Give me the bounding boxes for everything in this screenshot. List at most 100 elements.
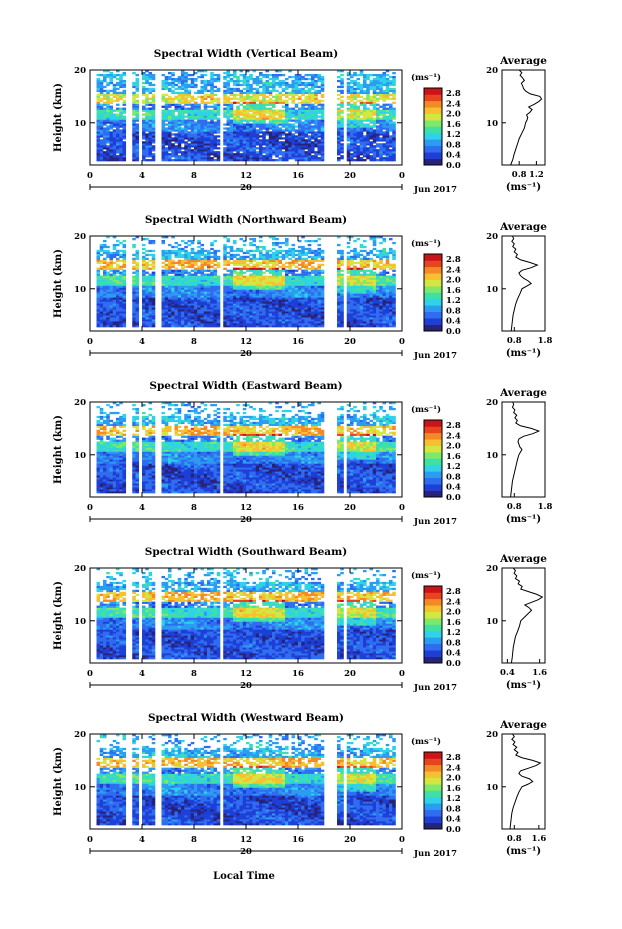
heatmap-cell bbox=[392, 157, 396, 160]
heatmap-cell bbox=[203, 295, 208, 298]
heatmap-cell bbox=[262, 135, 266, 138]
heatmap-cell bbox=[203, 257, 208, 261]
heatmap-cell bbox=[249, 313, 253, 316]
heatmap-cell bbox=[103, 303, 107, 306]
heatmap-cell bbox=[340, 147, 344, 150]
heatmap-cell bbox=[356, 147, 361, 150]
heatmap-cell bbox=[119, 283, 123, 286]
heatmap-cell bbox=[262, 113, 266, 116]
heatmap-cell bbox=[203, 323, 208, 326]
heatmap-cell bbox=[213, 249, 218, 253]
heatmap-cell bbox=[112, 155, 117, 158]
heatmap-cell bbox=[187, 147, 192, 150]
heatmap-cell bbox=[314, 117, 318, 120]
heatmap-cell bbox=[207, 301, 211, 304]
heatmap-cell bbox=[181, 249, 185, 253]
heatmap-cell bbox=[210, 115, 214, 118]
heatmap-cell bbox=[236, 77, 240, 81]
heatmap-cell bbox=[190, 319, 195, 322]
heatmap-cell bbox=[161, 93, 166, 97]
heatmap-cell bbox=[197, 117, 201, 120]
heatmap-cell bbox=[174, 309, 179, 312]
heatmap-cell bbox=[171, 317, 175, 320]
heatmap-cell bbox=[116, 303, 120, 306]
heatmap-cell bbox=[239, 323, 244, 326]
heatmap-cell bbox=[190, 321, 195, 324]
heatmap-cell bbox=[168, 293, 172, 296]
heatmap-cell bbox=[135, 257, 140, 261]
heatmap-cell bbox=[275, 111, 279, 114]
heatmap-cell bbox=[249, 125, 253, 128]
heatmap-cell bbox=[145, 125, 149, 128]
heatmap-cell bbox=[116, 131, 120, 134]
heatmap-cell bbox=[119, 119, 123, 122]
heatmap-cell bbox=[249, 275, 253, 278]
heatmap-cell bbox=[307, 139, 312, 142]
heatmap-cell bbox=[207, 325, 211, 328]
heatmap-cell bbox=[382, 111, 387, 114]
heatmap-cell bbox=[151, 73, 156, 77]
heatmap-cell bbox=[106, 295, 110, 298]
heatmap-cell bbox=[174, 95, 179, 99]
heatmap-cell bbox=[294, 117, 299, 120]
heatmap-cell bbox=[320, 153, 325, 156]
heatmap-cell bbox=[151, 313, 156, 316]
heatmap-cell bbox=[145, 305, 149, 308]
heatmap-cell bbox=[164, 281, 169, 284]
heatmap-cell bbox=[268, 303, 273, 306]
heatmap-cell bbox=[200, 151, 205, 154]
heatmap-cell bbox=[148, 87, 153, 91]
heatmap-cell bbox=[103, 129, 107, 132]
heatmap-cell bbox=[229, 293, 234, 296]
heatmap-cell bbox=[151, 277, 156, 280]
heatmap-cell bbox=[184, 287, 188, 290]
heatmap-cell bbox=[213, 287, 218, 290]
heatmap-cell bbox=[376, 73, 380, 77]
heatmap-cell bbox=[379, 155, 383, 158]
heatmap-cell bbox=[268, 97, 273, 100]
heatmap-cell bbox=[242, 263, 247, 266]
heatmap-cell bbox=[262, 317, 266, 320]
heatmap-cell bbox=[116, 77, 120, 81]
heatmap-cell bbox=[168, 299, 172, 302]
heatmap-cell bbox=[213, 155, 218, 158]
heatmap-cell bbox=[151, 99, 156, 102]
heatmap-cell bbox=[174, 269, 179, 272]
heatmap-cell bbox=[226, 319, 231, 322]
heatmap-cell bbox=[236, 115, 240, 118]
heatmap-cell bbox=[181, 113, 185, 116]
heatmap-cell bbox=[96, 297, 101, 300]
heatmap-cell bbox=[233, 317, 237, 320]
heatmap-cell bbox=[281, 129, 286, 132]
heatmap-cell bbox=[142, 305, 146, 308]
heatmap-cell bbox=[268, 287, 273, 290]
heatmap-cell bbox=[226, 141, 231, 144]
heatmap-cell bbox=[239, 285, 244, 288]
heatmap-cell bbox=[356, 141, 361, 144]
heatmap-cell bbox=[262, 313, 266, 316]
heatmap-cell bbox=[265, 73, 270, 77]
heatmap-cell bbox=[145, 159, 149, 162]
heatmap-cell bbox=[337, 109, 341, 112]
heatmap-cell bbox=[285, 121, 289, 124]
heatmap-cell bbox=[340, 81, 344, 85]
heatmap-cell bbox=[272, 319, 276, 322]
heatmap-cell bbox=[145, 153, 149, 156]
heatmap-cell bbox=[376, 125, 380, 128]
heatmap-cell bbox=[268, 83, 273, 87]
heatmap-cell bbox=[116, 95, 120, 99]
heatmap-cell bbox=[363, 155, 367, 158]
heatmap-cell bbox=[200, 73, 205, 77]
heatmap-cell bbox=[122, 311, 127, 314]
heatmap-cell bbox=[356, 151, 361, 154]
heatmap-cell bbox=[369, 85, 374, 89]
heatmap-cell bbox=[275, 117, 279, 120]
heatmap-cell bbox=[392, 77, 396, 81]
heatmap-cell bbox=[223, 111, 227, 114]
heatmap-cell bbox=[181, 81, 185, 85]
heatmap-cell bbox=[226, 71, 231, 75]
heatmap-cell bbox=[181, 121, 185, 124]
heatmap-cell bbox=[239, 133, 244, 136]
heatmap-cell bbox=[132, 117, 136, 120]
heatmap-cell bbox=[259, 127, 263, 130]
